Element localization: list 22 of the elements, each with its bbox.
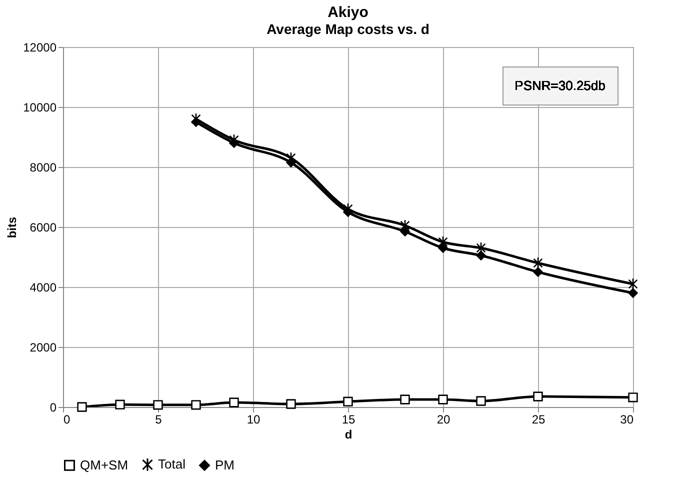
legend-label: Total — [158, 456, 186, 472]
x-tick-label: 25 — [532, 412, 546, 426]
y-tick-label: 0 — [50, 400, 57, 414]
legend-label: QM+SM — [80, 457, 128, 472]
x-tick-label: 10 — [246, 412, 260, 426]
y-axis-title: bits — [5, 216, 20, 238]
x-axis-title: d — [344, 428, 352, 442]
x-tick-label: 5 — [155, 412, 162, 426]
y-tick-label: 8000 — [30, 160, 57, 174]
legend-label: PM — [215, 457, 234, 472]
x-tick-label: 15 — [342, 412, 356, 426]
y-tick-label: 6000 — [30, 220, 57, 234]
y-tick-label: 4000 — [30, 280, 57, 294]
y-tick-label: 2000 — [30, 340, 57, 354]
annotation: PSNR=30.25db — [514, 78, 606, 93]
y-tick-label: 10000 — [23, 100, 57, 114]
x-tick-label: 0 — [64, 412, 70, 426]
y-tick-label: 12000 — [23, 40, 57, 54]
chart-title: Akiyo — [328, 4, 368, 21]
chart-subtitle: Average Map costs vs. d — [266, 21, 430, 37]
x-tick-label: 30 — [620, 412, 634, 426]
x-tick-label: 20 — [436, 412, 450, 426]
